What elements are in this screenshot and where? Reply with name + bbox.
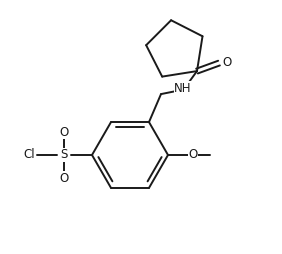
Text: O: O — [222, 56, 232, 69]
Text: O: O — [60, 125, 69, 138]
Text: S: S — [60, 149, 68, 162]
Text: Cl: Cl — [23, 149, 35, 162]
Text: O: O — [60, 171, 69, 184]
Text: O: O — [188, 149, 198, 162]
Text: NH: NH — [174, 82, 192, 94]
